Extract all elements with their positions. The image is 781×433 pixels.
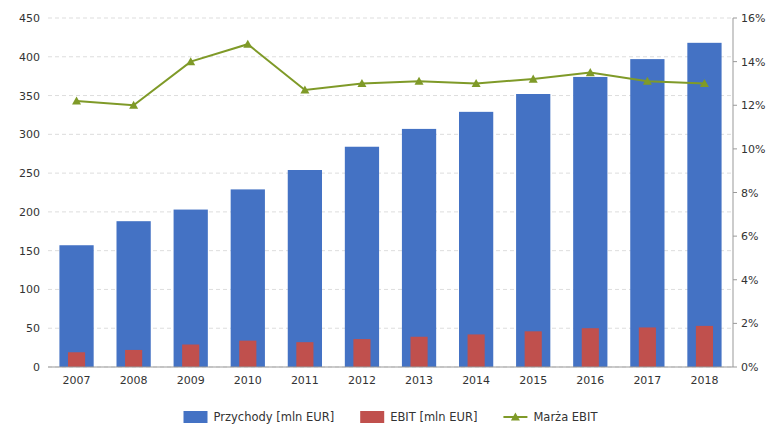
marker	[529, 75, 538, 83]
y2-tick	[733, 192, 737, 193]
bar	[573, 77, 607, 367]
bar	[516, 94, 550, 367]
bar-series	[68, 326, 713, 367]
y2-tick-label: 16%	[741, 12, 765, 25]
x-tick-label: 2007	[63, 374, 91, 387]
y2-tick	[733, 105, 737, 106]
grid-line	[48, 367, 733, 368]
bar	[582, 328, 599, 367]
bar	[239, 341, 256, 367]
marker	[129, 101, 138, 109]
marker	[586, 68, 595, 76]
legend-label: EBIT [mln EUR]	[390, 410, 477, 424]
x-tick-label: 2015	[519, 374, 547, 387]
bar	[353, 339, 370, 367]
y-tick-label: 50	[26, 322, 40, 335]
y-tick-label: 350	[19, 90, 40, 103]
grid-line	[48, 56, 733, 57]
legend-label: Przychody [mln EUR]	[214, 410, 335, 424]
y-tick-label: 150	[19, 245, 40, 258]
legend-swatch	[511, 413, 520, 421]
marker	[243, 40, 252, 48]
line	[77, 44, 705, 105]
legend-swatch	[184, 411, 208, 423]
bar-series	[59, 43, 721, 367]
x-tick-label: 2014	[462, 374, 490, 387]
y2-tick-label: 12%	[741, 99, 765, 112]
x-tick-label: 2016	[576, 374, 604, 387]
y2-tick	[733, 148, 737, 149]
marker	[472, 79, 481, 87]
bar	[345, 147, 379, 367]
bar	[468, 334, 485, 367]
y2-tick	[733, 236, 737, 237]
y-tick-label: 300	[19, 128, 40, 141]
y-tick-label: 450	[19, 12, 40, 25]
legend-item: Marża EBIT	[503, 410, 598, 424]
marker	[700, 79, 709, 87]
x-tick-label: 2013	[405, 374, 433, 387]
bar	[630, 59, 664, 367]
legend-item: Przychody [mln EUR]	[184, 410, 335, 424]
marker	[72, 96, 81, 104]
y2-tick-label: 10%	[741, 143, 765, 156]
chart: 0 50 100 150 200 250 300 350 400 450 0% 2% 4% 6% 8% 10%…	[0, 0, 781, 433]
y-tick-label: 100	[19, 283, 40, 296]
y2-tick	[733, 323, 737, 324]
y2-tick-label: 6%	[741, 230, 758, 243]
y2-tick-label: 4%	[741, 274, 758, 287]
y2-tick-label: 2%	[741, 317, 758, 330]
x-tick-label: 2018	[690, 374, 718, 387]
bar	[174, 210, 208, 367]
bar	[459, 112, 493, 367]
marker	[300, 85, 309, 93]
x-tick-label: 2008	[120, 374, 148, 387]
x-tick-label: 2017	[633, 374, 661, 387]
bar	[68, 352, 85, 367]
legend-label: Marża EBIT	[533, 410, 598, 424]
bar	[696, 326, 713, 367]
bar	[288, 170, 322, 367]
y2-tick	[733, 367, 737, 368]
legend-swatch	[360, 411, 384, 423]
y2-tick-label: 0%	[741, 361, 758, 374]
marker	[415, 77, 424, 85]
bar	[639, 327, 656, 367]
bar	[231, 189, 265, 367]
bar	[687, 43, 721, 367]
y-tick-label: 400	[19, 51, 40, 64]
legend: Przychody [mln EUR] EBIT [mln EUR] Marża E…	[184, 410, 599, 424]
marker	[186, 57, 195, 65]
y2-tick-label: 8%	[741, 187, 758, 200]
x-axis-line	[48, 367, 733, 368]
marker	[643, 77, 652, 85]
y2-tick	[733, 61, 737, 62]
y2-tick-label: 14%	[741, 56, 765, 69]
bar	[402, 129, 436, 367]
bar	[125, 350, 142, 367]
y2-tick	[733, 18, 737, 19]
y2-tick	[733, 279, 737, 280]
bar	[117, 221, 151, 367]
y-tick-label: 200	[19, 206, 40, 219]
x-tick-label: 2009	[177, 374, 205, 387]
y-tick-label: 0	[33, 361, 40, 374]
grid	[48, 18, 733, 367]
bar	[182, 345, 199, 367]
bar	[525, 331, 542, 367]
bar	[296, 342, 313, 367]
marker	[357, 79, 366, 87]
bar	[59, 245, 93, 367]
marks	[59, 40, 721, 367]
x-tick-label: 2010	[234, 374, 262, 387]
y-tick-label: 250	[19, 167, 40, 180]
grid-line	[48, 18, 733, 19]
x-tick-label: 2012	[348, 374, 376, 387]
bar	[410, 337, 427, 367]
legend-item: EBIT [mln EUR]	[360, 410, 477, 424]
x-tick-label: 2011	[291, 374, 319, 387]
